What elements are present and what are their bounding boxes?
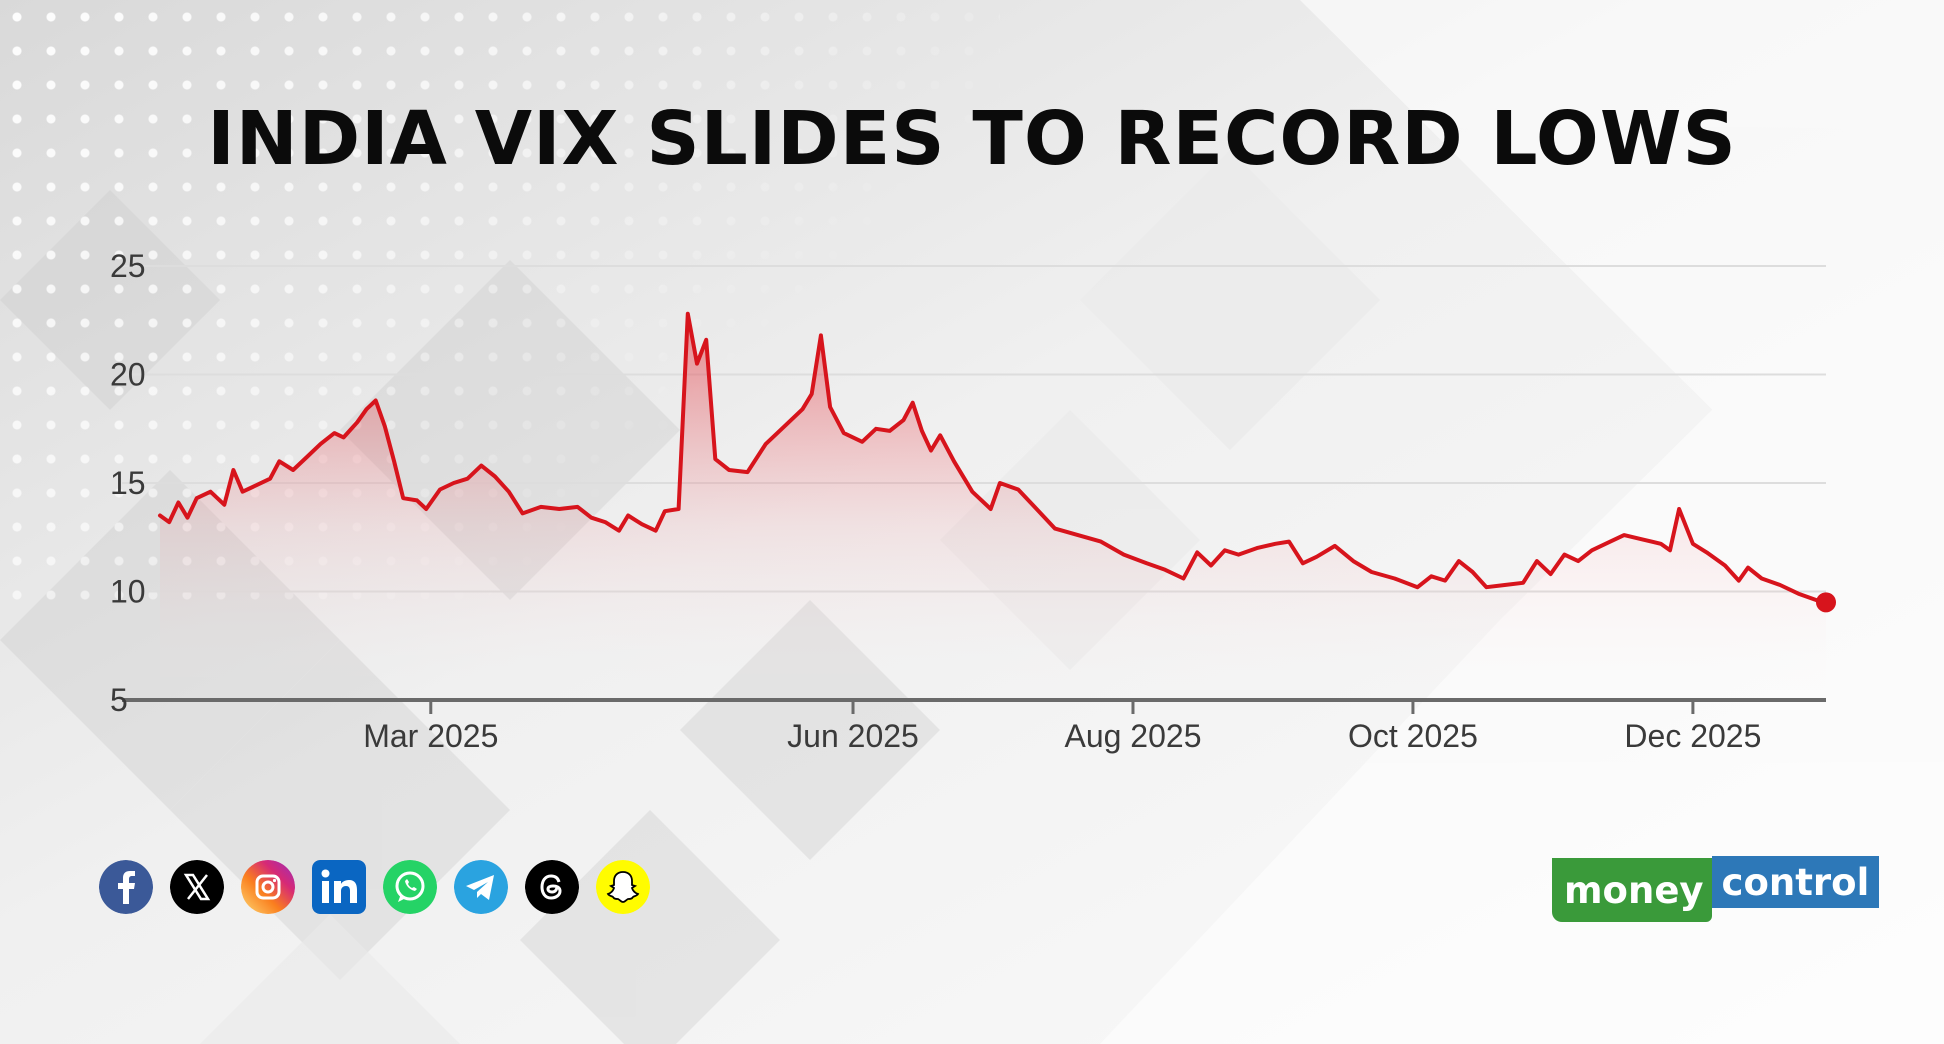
logo-control-part: control (1711, 856, 1880, 908)
facebook-icon[interactable] (99, 860, 153, 914)
y-axis-ticks: 5 10 15 20 25 (110, 248, 146, 718)
logo-money-part: money (1552, 858, 1712, 922)
latest-value-marker (1816, 592, 1836, 613)
y-tick-label: 15 (110, 465, 146, 501)
moneycontrol-logo: money control (1552, 856, 1880, 922)
y-tick-label: 25 (110, 248, 146, 284)
y-tick-label: 10 (110, 574, 146, 610)
x-axis-ticks: Mar 2025 Jun 2025 Aug 2025 Oct 2025 Dec 2025 (363, 700, 1761, 754)
instagram-icon[interactable] (241, 860, 295, 914)
chart-title: INDIA VIX SLIDES TO RECORD LOWS (207, 96, 1737, 182)
y-tick-label: 20 (110, 357, 146, 393)
telegram-icon[interactable] (454, 860, 508, 914)
x-twitter-icon[interactable] (170, 860, 224, 914)
x-tick-label: Dec 2025 (1624, 718, 1761, 754)
snapchat-icon[interactable] (596, 860, 650, 914)
x-tick-label: Jun 2025 (787, 718, 919, 754)
social-icons-row (99, 860, 650, 914)
y-tick-label: 5 (110, 682, 128, 718)
x-tick-label: Oct 2025 (1348, 718, 1478, 754)
x-tick-label: Aug 2025 (1064, 718, 1201, 754)
linkedin-icon[interactable] (312, 860, 366, 914)
whatsapp-icon[interactable] (383, 860, 437, 914)
x-tick-label: Mar 2025 (363, 718, 498, 754)
threads-icon[interactable] (525, 860, 579, 914)
series-line (158, 311, 1828, 605)
